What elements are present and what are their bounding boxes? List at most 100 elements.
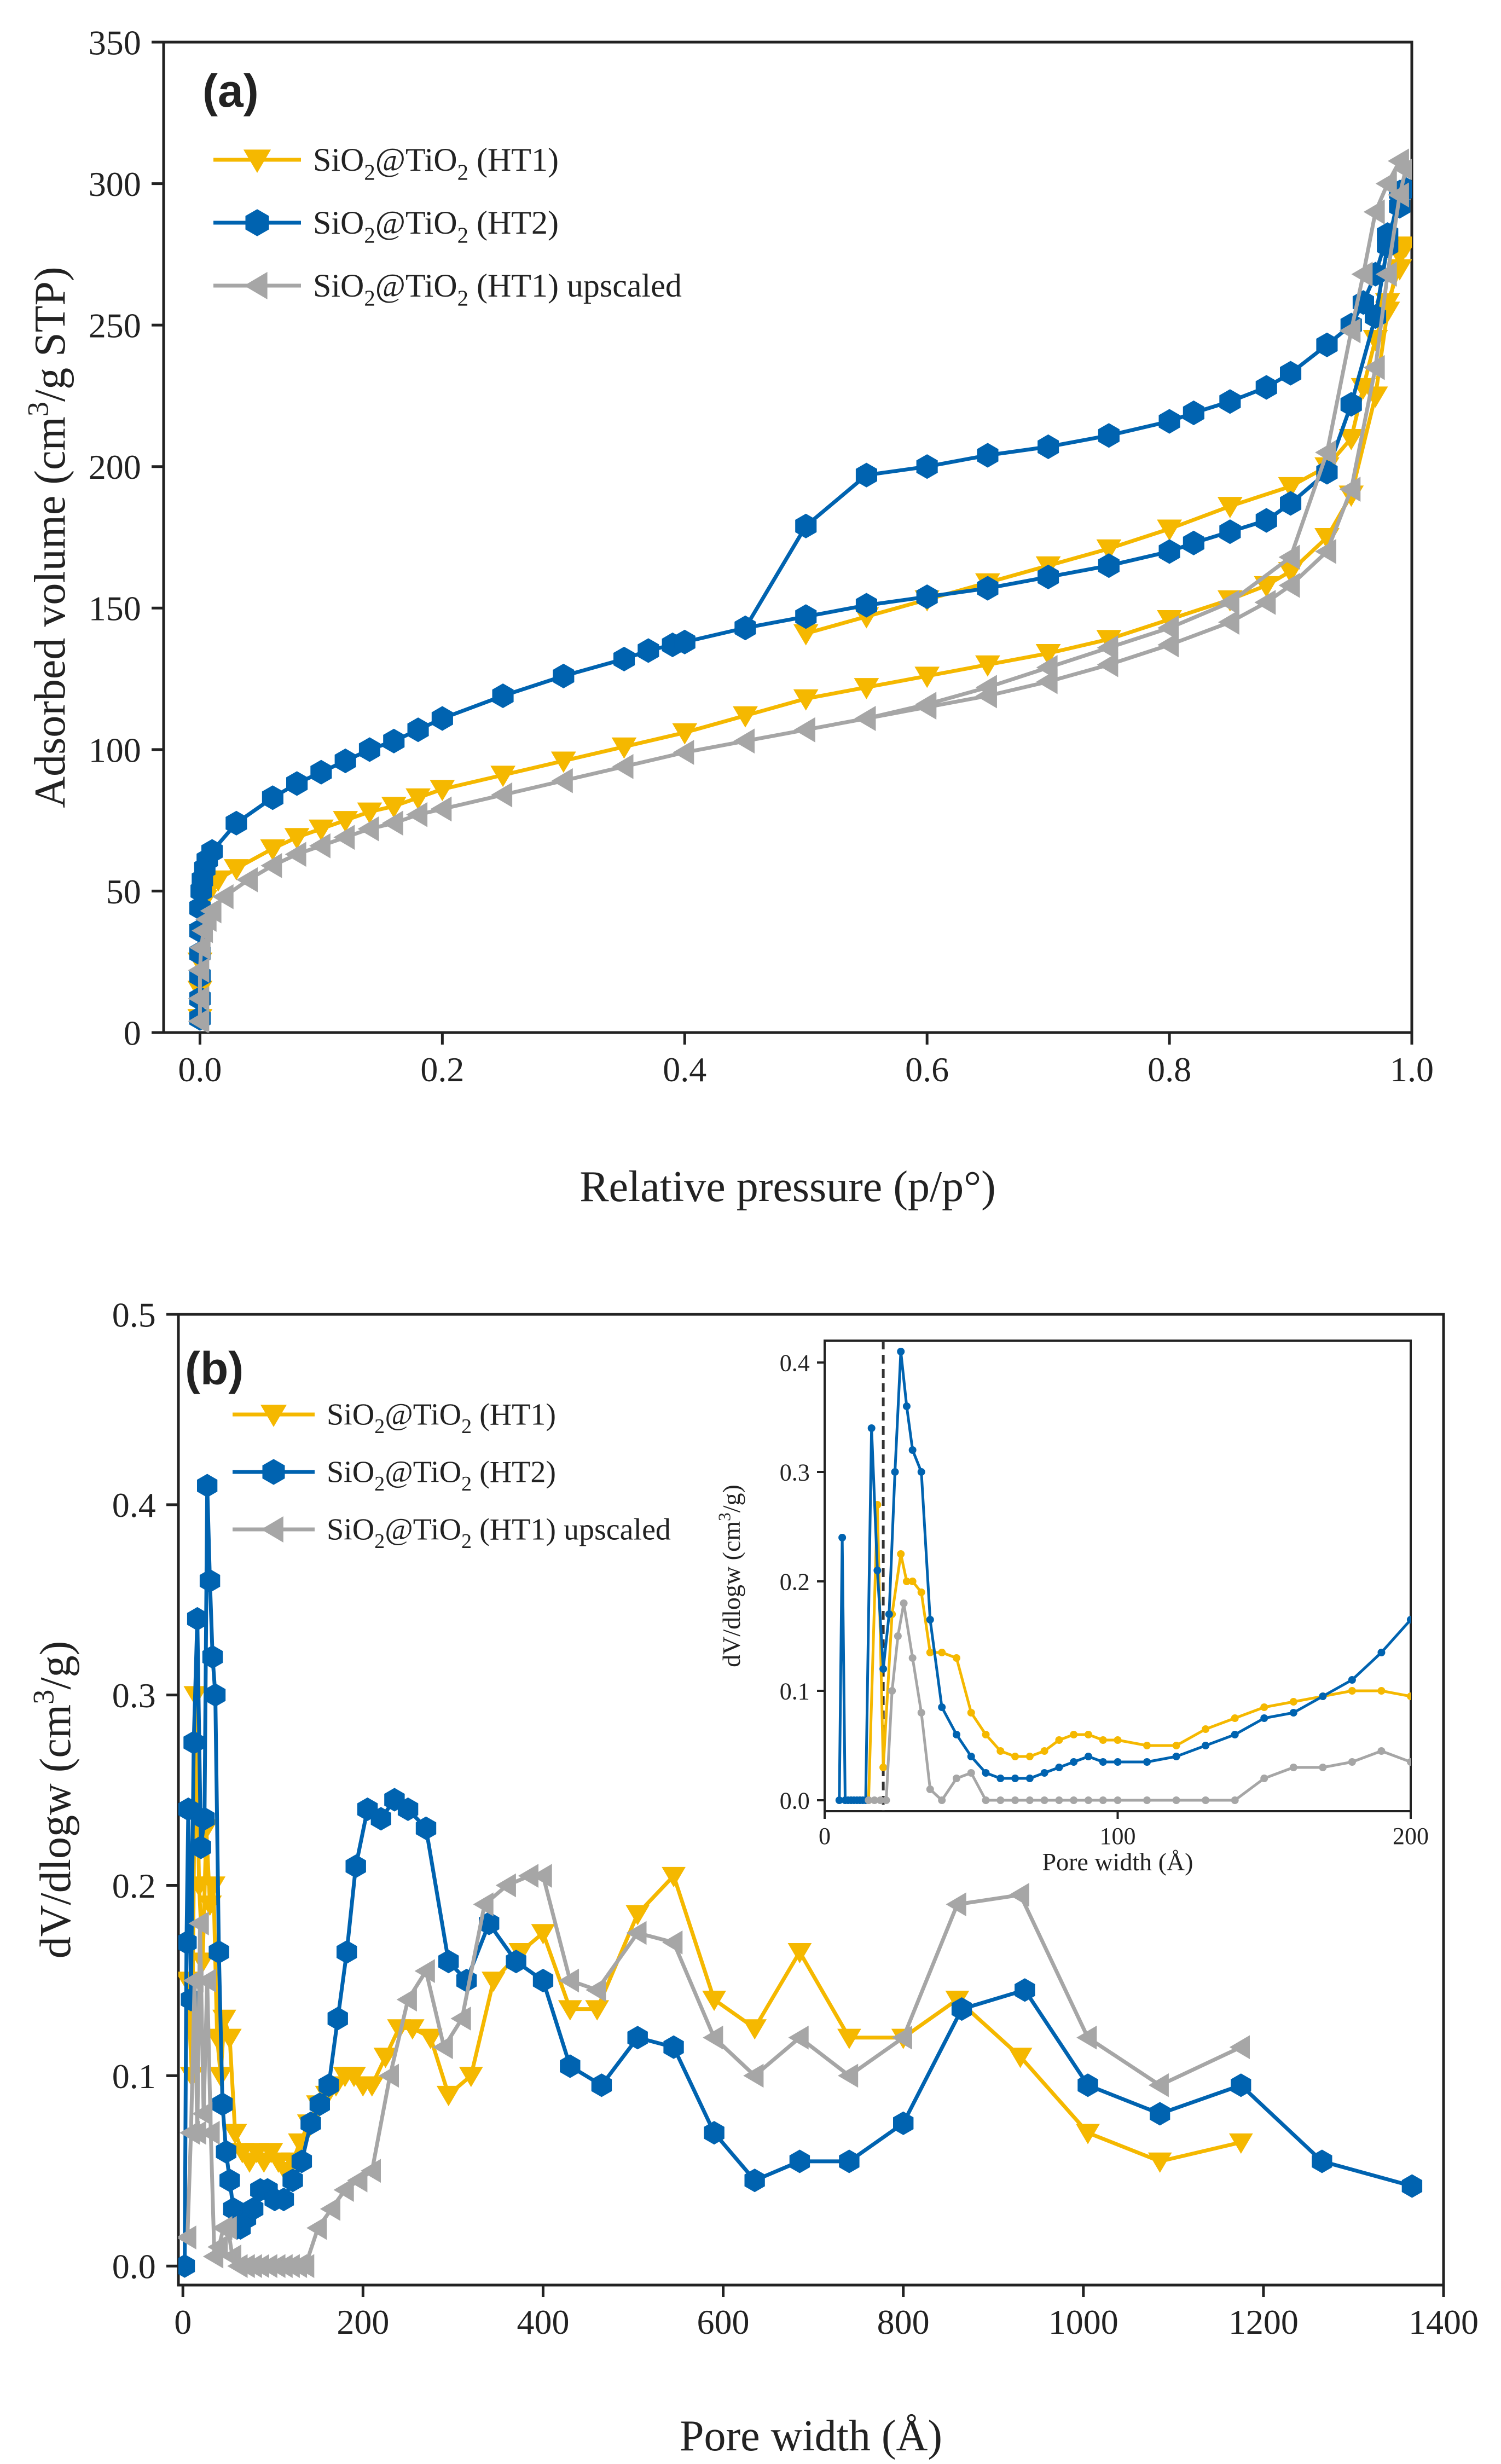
- data-point-ht1: [611, 737, 637, 759]
- data-point-ht1: [996, 1747, 1005, 1755]
- text-part: /g STP): [26, 266, 74, 402]
- data-point-ht1: [1096, 539, 1122, 561]
- data-point-upscaled: [188, 1911, 209, 1935]
- data-point-ht2: [1150, 2102, 1170, 2126]
- subscript: 2: [461, 1530, 472, 1553]
- data-point-ht2: [1348, 1676, 1356, 1684]
- data-point-upscaled: [1339, 318, 1361, 344]
- data-point-ht2: [370, 1807, 391, 1831]
- data-point-ht2: [242, 2197, 264, 2221]
- data-point-upscaled: [891, 2025, 912, 2050]
- data-point-upscaled: [285, 842, 306, 867]
- data-point-ht1: [1278, 477, 1303, 498]
- data-point-ht1: [1055, 1736, 1063, 1744]
- data-point-ht2: [216, 2140, 236, 2164]
- data-point-ht2: [1158, 539, 1180, 564]
- data-point-ht2: [225, 810, 247, 836]
- data-point-ht2: [1055, 1764, 1063, 1771]
- data-point-upscaled: [908, 1654, 917, 1662]
- plot-frame: [162, 40, 1413, 1034]
- data-point-ht1: [224, 859, 249, 880]
- data-point-ht2: [835, 1796, 843, 1804]
- data-point-ht1: [1099, 1736, 1107, 1744]
- text-part: @TiO: [375, 142, 457, 178]
- data-point-upscaled: [1218, 610, 1239, 635]
- data-point-ht2: [795, 604, 817, 629]
- data-point-upscaled: [207, 2235, 228, 2259]
- data-point-ht2: [397, 1797, 419, 1821]
- data-point-upscaled: [1407, 1758, 1411, 1766]
- data-point-ht1: [490, 766, 515, 787]
- text-part: (HT2): [472, 1455, 556, 1489]
- data-point-upscaled: [1172, 1796, 1180, 1804]
- data-point-upscaled: [357, 816, 379, 842]
- data-point-upscaled: [673, 740, 694, 765]
- text-part: (HT1): [468, 142, 559, 178]
- data-point-upscaled: [626, 1921, 647, 1945]
- data-point-ht2: [893, 2111, 914, 2135]
- data-point-upscaled: [1319, 1764, 1327, 1771]
- data-point-upscaled: [347, 2168, 368, 2193]
- data-point-ht1: [373, 2048, 398, 2068]
- data-point-ht2: [1098, 423, 1120, 448]
- data-point-ht1: [400, 2019, 425, 2040]
- x-tick-label: 1000: [1048, 2303, 1118, 2341]
- y-axis-label: dV/dlogw (cm3​/g): [27, 1641, 80, 1958]
- x-tick-label: 100: [1100, 1823, 1136, 1850]
- data-point-upscaled: [1070, 1796, 1078, 1804]
- legend-marker-upscaled: [261, 1516, 283, 1543]
- data-point-ht2: [938, 1703, 946, 1711]
- panel-label: (b): [185, 1343, 244, 1394]
- supscript: 3: [22, 402, 55, 416]
- data-point-ht2: [1255, 508, 1277, 533]
- text-part: /g): [717, 1485, 745, 1512]
- data-point-upscaled: [1097, 652, 1118, 677]
- text-part: SiO: [327, 1512, 374, 1546]
- data-point-ht1: [1025, 1753, 1034, 1760]
- text-part: (HT2): [468, 205, 559, 241]
- data-point-upscaled: [1289, 1764, 1297, 1771]
- y-tick-label: 0.0: [112, 2247, 156, 2286]
- data-point-ht2: [867, 1424, 876, 1432]
- subscript: 2: [364, 160, 375, 185]
- data-point-ht2: [1011, 1775, 1019, 1782]
- data-point-ht2: [902, 1402, 911, 1410]
- y-tick-label: 0.0: [780, 1787, 810, 1814]
- x-tick-label: 800: [877, 2303, 930, 2341]
- data-point-ht2: [891, 1468, 899, 1476]
- data-point-upscaled: [1363, 355, 1385, 380]
- subscript: 2: [374, 1472, 385, 1495]
- data-point-ht2: [506, 1950, 526, 1974]
- subscript: 2: [364, 223, 375, 248]
- data-point-ht2: [879, 1665, 888, 1673]
- data-point-ht1: [1260, 1703, 1268, 1711]
- data-point-upscaled: [733, 728, 755, 754]
- data-point-upscaled: [195, 1968, 216, 1993]
- data-point-ht2: [345, 1854, 366, 1879]
- legend-label-ht2: SiO2​@TiO2​ (HT2): [327, 1455, 556, 1495]
- subscript: 2: [457, 286, 468, 311]
- data-point-ht2: [407, 717, 429, 743]
- data-point-ht2: [190, 1835, 211, 1859]
- data-point-upscaled: [1055, 1796, 1063, 1804]
- data-point-ht1: [854, 678, 879, 699]
- data-point-upscaled: [938, 1796, 946, 1804]
- data-point-ht2: [1070, 1758, 1078, 1766]
- data-point-ht2: [202, 1645, 223, 1669]
- y-tick-label: 0.3: [112, 1676, 156, 1715]
- data-point-ht2: [967, 1753, 975, 1760]
- data-point-ht2: [1038, 434, 1059, 460]
- data-point-ht2: [1172, 1753, 1180, 1760]
- plot-frame: [177, 1313, 1445, 2287]
- y-tick-label: 200: [89, 448, 141, 486]
- x-tick-label: 400: [517, 2303, 569, 2341]
- data-point-ht2: [1231, 2073, 1251, 2097]
- data-point-upscaled: [1377, 1747, 1386, 1755]
- data-point-upscaled: [1076, 2025, 1097, 2050]
- data-point-ht2: [795, 513, 817, 538]
- data-point-upscaled: [200, 898, 222, 924]
- data-point-ht2: [1377, 1649, 1386, 1656]
- data-point-ht2: [1077, 2073, 1098, 2097]
